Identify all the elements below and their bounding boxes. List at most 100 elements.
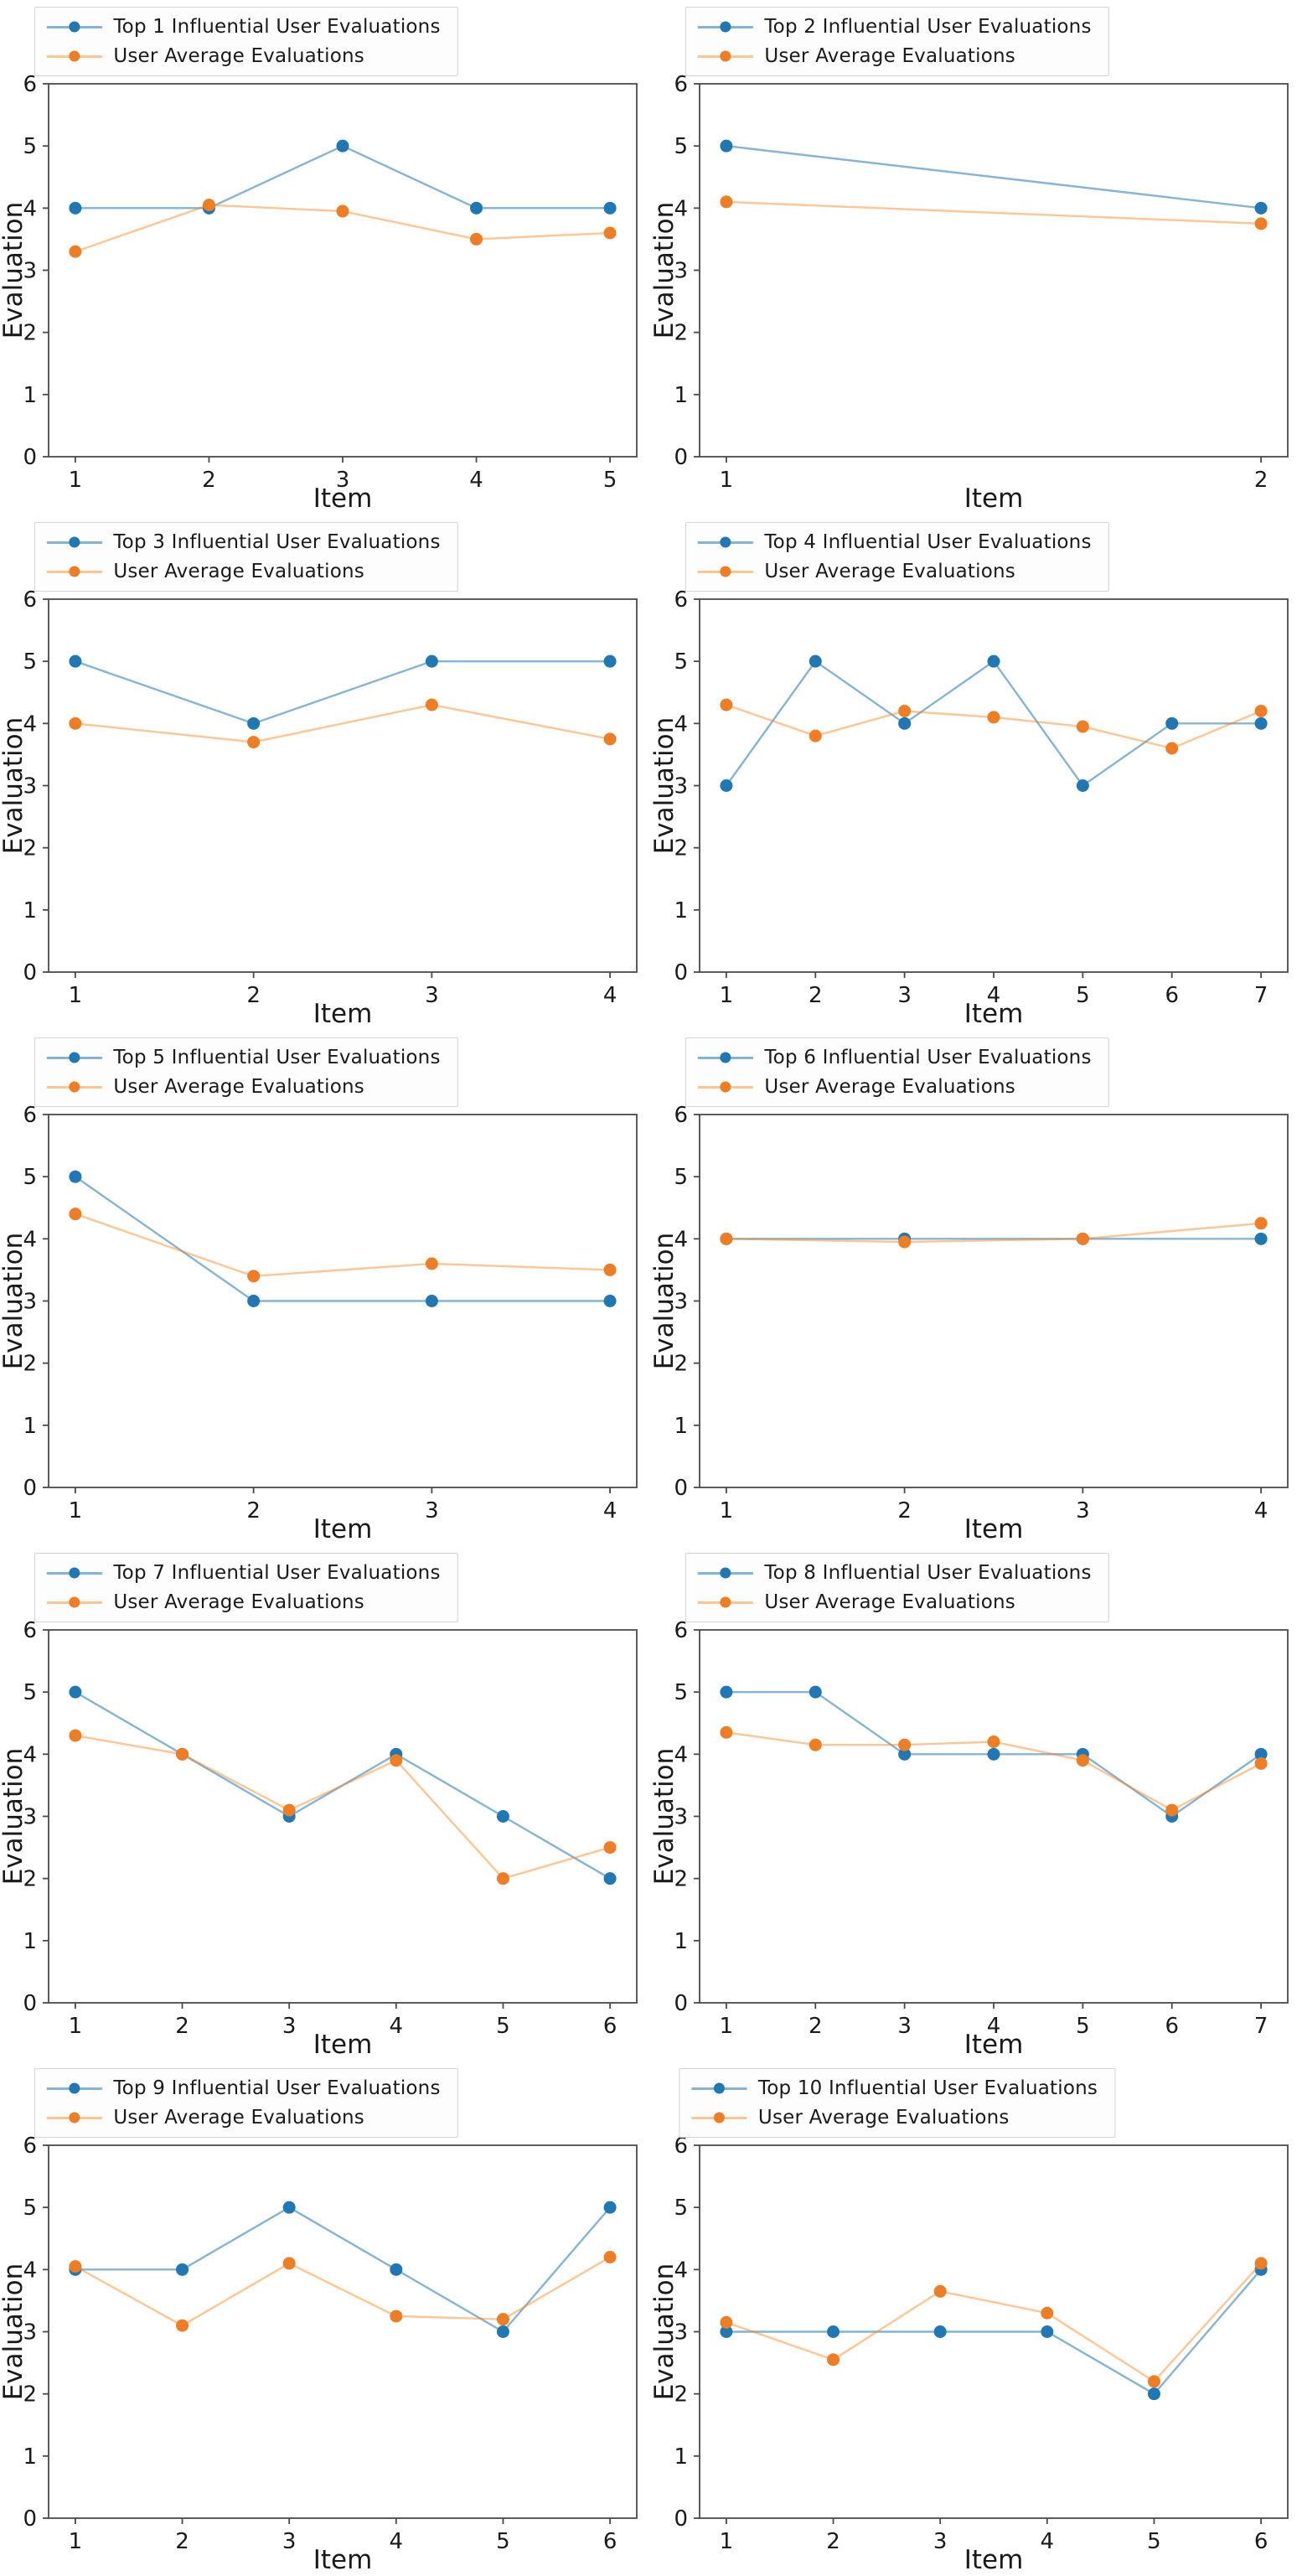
chart-top-7: Top 7 Influential User Evaluations User … [0, 1546, 651, 2061]
legend-label: User Average Evaluations [764, 1076, 1015, 1098]
svg-text:0: 0 [23, 2506, 37, 2532]
legend: Top 1 Influential User Evaluations User … [34, 7, 458, 76]
svg-text:1: 1 [23, 383, 37, 408]
svg-text:2: 2 [674, 321, 688, 346]
svg-text:3: 3 [897, 2014, 912, 2039]
svg-text:3: 3 [674, 1290, 688, 1315]
svg-text:1: 1 [720, 1498, 734, 1523]
svg-text:2: 2 [23, 1867, 37, 1892]
x-axis-label: Item [313, 2030, 373, 2060]
svg-text:2: 2 [826, 2529, 840, 2554]
svg-text:1: 1 [69, 2529, 83, 2554]
svg-text:1: 1 [674, 2444, 688, 2470]
svg-text:5: 5 [674, 134, 688, 159]
y-axis-label: Evaluation [651, 1233, 679, 1370]
legend-label: Top 7 Influential User Evaluations [113, 1562, 441, 1584]
svg-text:2: 2 [1254, 468, 1268, 493]
legend-label: Top 10 Influential User Evaluations [757, 2077, 1098, 2099]
legend-label: Top 2 Influential User Evaluations [764, 16, 1092, 38]
chart-top-6: Top 6 Influential User Evaluations User … [651, 1031, 1302, 1546]
x-axis-label: Item [313, 2545, 373, 2575]
legend-entry-top: Top 9 Influential User Evaluations [46, 2077, 440, 2099]
plot-area: 0 1 2 3 4 5 6 1 2 Item Evaluation [651, 72, 1289, 514]
svg-text:6: 6 [674, 1103, 688, 1128]
legend-entry-average: User Average Evaluations [697, 561, 1091, 582]
y-axis-label: Evaluation [651, 1748, 679, 1885]
legend-entry-top: Top 7 Influential User Evaluations [46, 1562, 440, 1584]
svg-text:4: 4 [23, 196, 37, 221]
y-axis-label: Evaluation [0, 2263, 28, 2401]
svg-text:0: 0 [23, 1476, 37, 1501]
legend-label: Top 9 Influential User Evaluations [113, 2077, 441, 2099]
x-axis-label: Item [964, 1514, 1024, 1544]
svg-text:1: 1 [674, 1929, 688, 1954]
svg-text:5: 5 [23, 1680, 37, 1705]
svg-text:6: 6 [674, 72, 688, 97]
svg-text:1: 1 [23, 2444, 37, 2470]
svg-text:6: 6 [603, 2529, 617, 2554]
legend-label: User Average Evaluations [113, 1076, 364, 1098]
svg-text:1: 1 [720, 468, 734, 493]
legend-label: User Average Evaluations [764, 45, 1015, 67]
svg-text:5: 5 [23, 649, 37, 675]
plot-area: 0 1 2 3 4 5 6 1 2 3 4 5 6 7 Item Evaluation [651, 1618, 1289, 2060]
svg-text:5: 5 [674, 2196, 688, 2221]
svg-text:1: 1 [720, 983, 734, 1008]
plot-area: 0 1 2 3 4 5 6 1 2 3 4 5 6 7 Item Evaluation [651, 587, 1289, 1029]
svg-text:4: 4 [390, 2014, 404, 2039]
legend-entry-top: Top 2 Influential User Evaluations [697, 16, 1091, 38]
legend: Top 2 Influential User Evaluations User … [685, 7, 1109, 76]
legend-entry-average: User Average Evaluations [46, 1591, 440, 1613]
svg-text:3: 3 [23, 259, 37, 284]
svg-text:6: 6 [603, 2014, 617, 2039]
legend-label: User Average Evaluations [757, 2107, 1010, 2129]
plot-area: 0 1 2 3 4 5 6 1 2 3 4 5 6 Item Evaluation [651, 2134, 1289, 2575]
x-axis-label: Item [313, 484, 373, 514]
svg-text:6: 6 [23, 587, 37, 613]
svg-text:1: 1 [69, 983, 83, 1008]
legend-label: Top 6 Influential User Evaluations [764, 1047, 1092, 1068]
svg-text:2: 2 [246, 983, 261, 1008]
svg-text:3: 3 [674, 774, 688, 799]
svg-text:2: 2 [897, 1498, 912, 1523]
chart-top-2: Top 2 Influential User Evaluations User … [651, 0, 1302, 515]
svg-text:7: 7 [1254, 2014, 1268, 2039]
legend-entry-top: Top 1 Influential User Evaluations [46, 16, 440, 38]
svg-text:6: 6 [1165, 983, 1179, 1008]
svg-text:2: 2 [23, 321, 37, 346]
legend: Top 9 Influential User Evaluations User … [34, 2068, 458, 2138]
svg-text:5: 5 [23, 2196, 37, 2221]
svg-text:2: 2 [674, 1867, 688, 1892]
legend-entry-average: User Average Evaluations [690, 2107, 1098, 2129]
svg-text:2: 2 [246, 1498, 261, 1523]
svg-text:3: 3 [674, 259, 688, 284]
svg-text:5: 5 [23, 1165, 37, 1190]
svg-text:2: 2 [202, 468, 216, 493]
svg-text:3: 3 [282, 2014, 297, 2039]
plot-area: 0 1 2 3 4 5 6 1 2 3 4 5 Item Evaluation [0, 72, 638, 514]
svg-text:1: 1 [69, 2014, 83, 2039]
svg-text:2: 2 [23, 2382, 37, 2408]
svg-text:1: 1 [720, 2529, 734, 2554]
svg-text:4: 4 [23, 1742, 37, 1767]
plot-area: 0 1 2 3 4 5 6 1 2 3 4 Item Evaluation [0, 587, 638, 1029]
svg-text:5: 5 [1076, 2014, 1090, 2039]
svg-text:4: 4 [674, 2258, 688, 2283]
y-axis-label: Evaluation [651, 717, 679, 855]
svg-text:4: 4 [674, 1227, 688, 1252]
legend-label: User Average Evaluations [764, 1591, 1015, 1613]
legend-entry-top: Top 4 Influential User Evaluations [697, 531, 1091, 553]
svg-text:0: 0 [23, 445, 37, 470]
y-axis-label: Evaluation [0, 1748, 28, 1885]
svg-text:3: 3 [23, 1290, 37, 1315]
svg-text:4: 4 [674, 1742, 688, 1767]
legend: Top 5 Influential User Evaluations User … [34, 1037, 458, 1107]
legend-entry-average: User Average Evaluations [46, 1076, 440, 1098]
svg-text:3: 3 [23, 1805, 37, 1830]
y-axis-label: Evaluation [0, 1233, 28, 1370]
svg-text:3: 3 [1076, 1498, 1090, 1523]
svg-text:3: 3 [933, 2529, 948, 2554]
svg-text:3: 3 [674, 2320, 688, 2346]
x-axis-label: Item [313, 999, 373, 1029]
